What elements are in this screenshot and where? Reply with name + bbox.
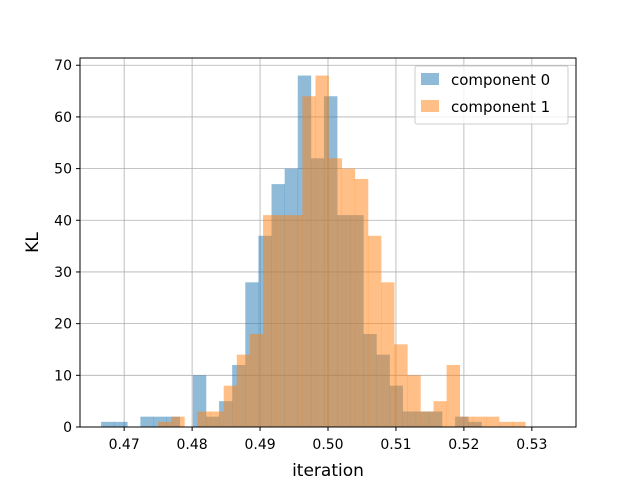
bar-component-1 — [354, 178, 369, 427]
y-tick-label: 0 — [63, 420, 72, 436]
bar-component-1 — [512, 421, 526, 427]
bar-component-1 — [381, 282, 395, 427]
bar-component-1 — [263, 215, 277, 427]
bar-component-1 — [302, 96, 316, 427]
legend: component 0 component 1 — [414, 65, 569, 125]
legend-swatch-component-0 — [421, 73, 439, 85]
bar-component-1 — [446, 364, 461, 427]
x-axis-ticks: 0.47 0.48 0.49 0.50 0.51 0.52 0.53 — [109, 427, 547, 453]
bar-component-0 — [101, 421, 115, 427]
bar-component-1 — [341, 168, 356, 428]
bar-component-1 — [210, 411, 225, 427]
bar-component-1 — [420, 411, 434, 427]
bar-component-1 — [171, 416, 185, 427]
x-tick-label: 0.47 — [109, 437, 140, 453]
y-tick-label: 30 — [54, 265, 72, 281]
bar-component-1 — [315, 75, 329, 428]
bar-component-1 — [197, 411, 211, 427]
bar-component-1 — [276, 215, 290, 427]
bar-component-0 — [140, 416, 154, 427]
bar-component-1 — [485, 416, 500, 427]
bar-component-1 — [289, 215, 303, 427]
bar-component-1 — [459, 416, 474, 427]
bar-component-0 — [114, 421, 128, 427]
bar-component-1 — [158, 421, 172, 427]
bar-component-1 — [407, 375, 421, 427]
y-axis-label: KL — [23, 232, 43, 253]
bar-component-1 — [223, 385, 238, 427]
bar-component-1 — [433, 401, 447, 427]
x-tick-label: 0.49 — [244, 437, 275, 453]
bar-component-1 — [367, 235, 382, 427]
legend-swatch-component-1 — [421, 100, 439, 112]
bar-component-1 — [236, 354, 251, 427]
legend-label-component-1: component 1 — [451, 98, 550, 116]
x-tick-label: 0.53 — [516, 437, 547, 453]
legend-box — [414, 65, 569, 125]
x-axis-label: iteration — [292, 461, 364, 480]
x-tick-label: 0.50 — [312, 437, 343, 453]
legend-label-component-0: component 0 — [451, 71, 550, 89]
y-tick-label: 70 — [54, 58, 72, 74]
y-tick-label: 10 — [54, 368, 72, 384]
bar-component-1 — [472, 416, 487, 427]
x-tick-label: 0.51 — [380, 437, 411, 453]
y-tick-label: 20 — [54, 317, 72, 333]
y-tick-label: 40 — [54, 213, 72, 229]
y-axis-ticks: 0 10 20 30 40 50 60 70 — [54, 58, 80, 436]
x-tick-label: 0.48 — [177, 437, 208, 453]
x-tick-label: 0.52 — [448, 437, 479, 453]
histogram-bars — [101, 75, 526, 428]
y-tick-label: 50 — [54, 162, 72, 178]
bar-component-1 — [394, 344, 408, 427]
bar-component-1 — [249, 333, 264, 427]
y-tick-label: 60 — [54, 110, 72, 126]
bar-component-1 — [328, 158, 343, 427]
bar-component-1 — [499, 421, 513, 427]
